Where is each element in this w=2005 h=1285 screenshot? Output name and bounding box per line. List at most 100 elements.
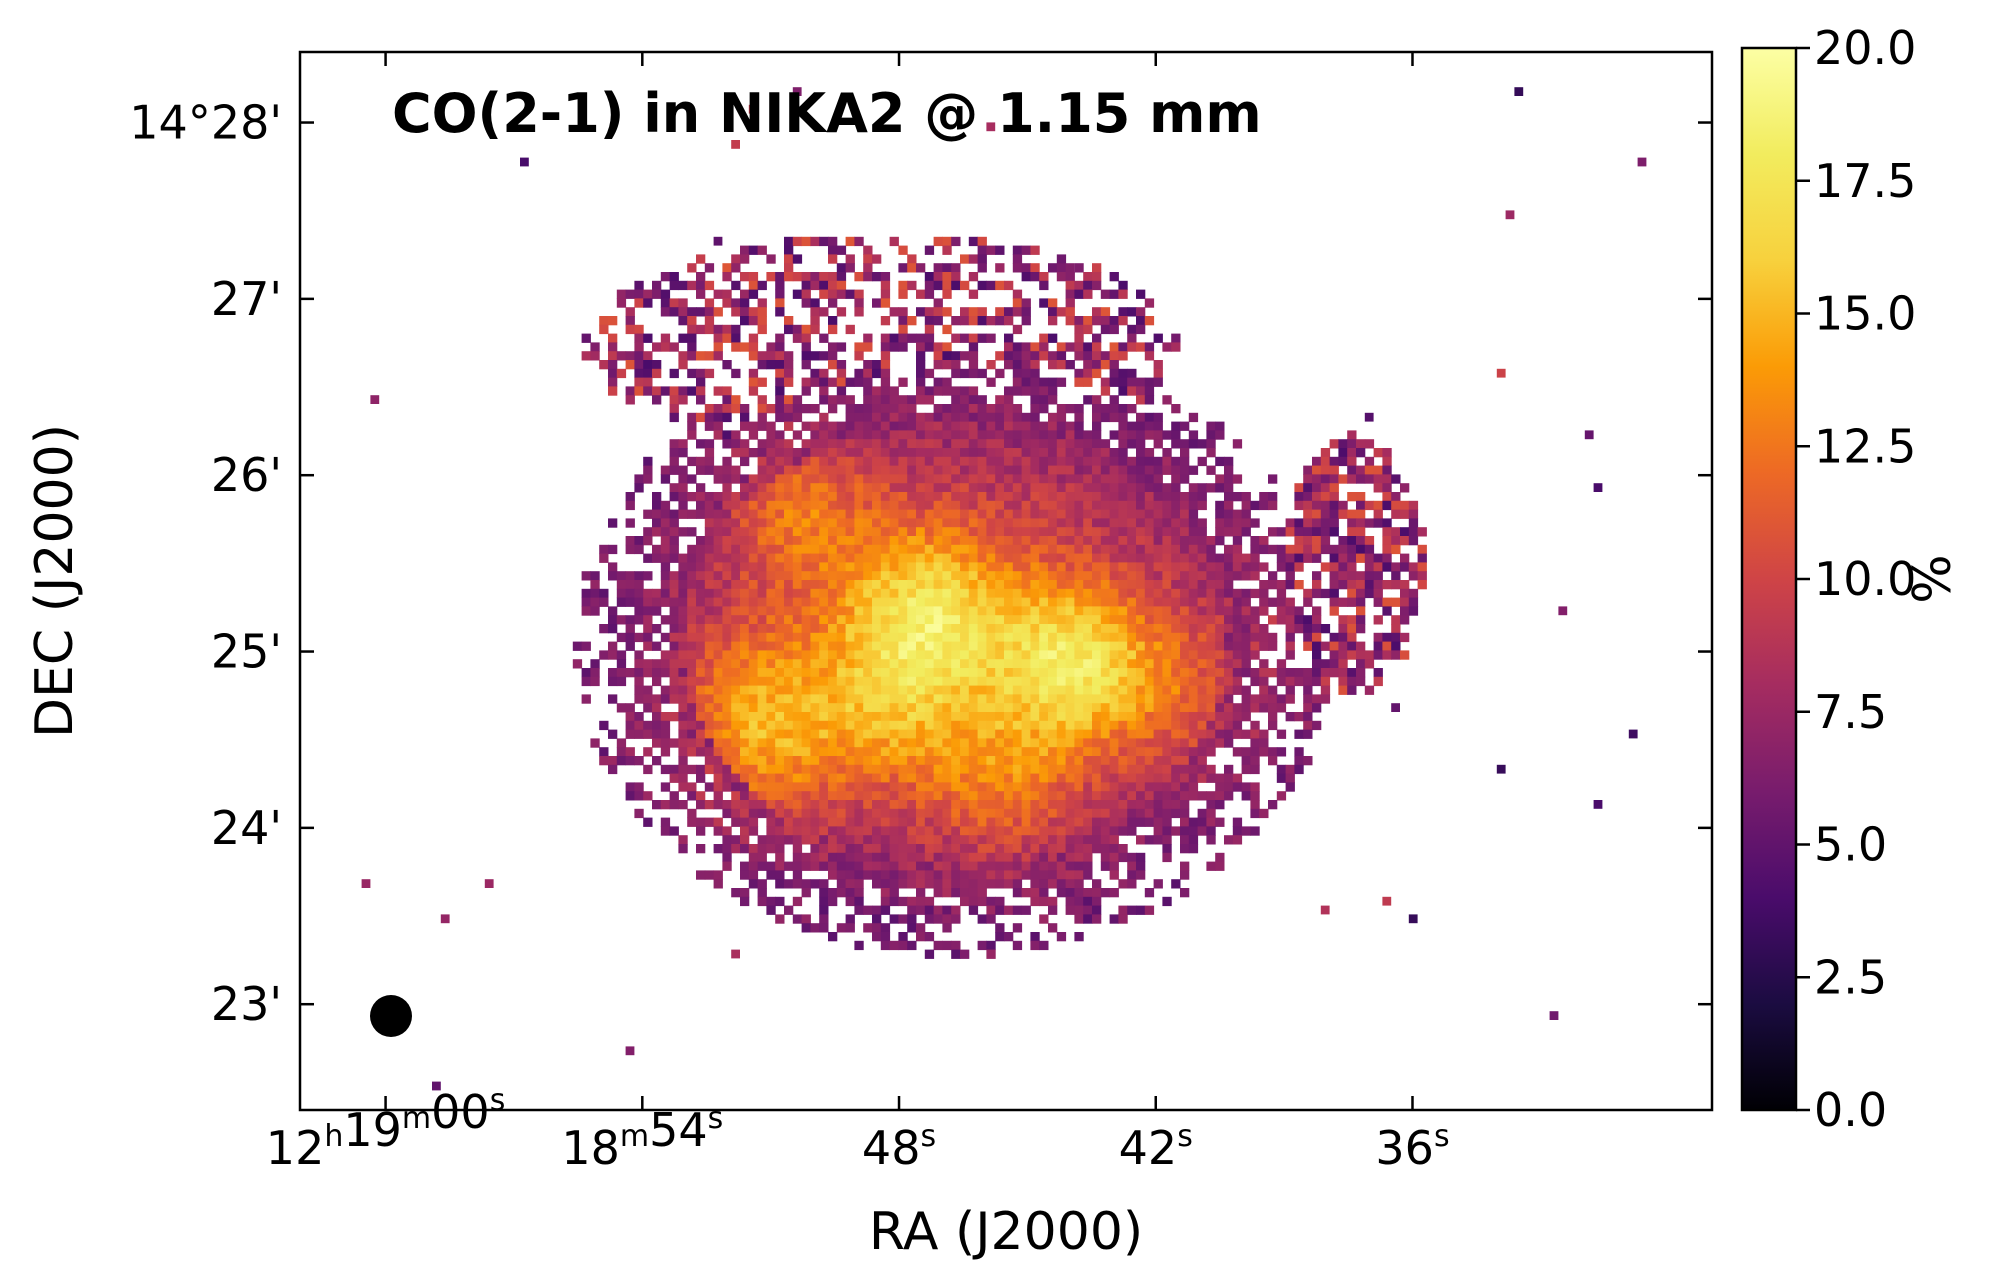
heatmap-pixel — [836, 791, 847, 801]
heatmap-pixel — [863, 791, 873, 801]
heatmap-pixel — [1092, 782, 1102, 792]
heatmap-pixel — [1083, 351, 1093, 361]
heatmap-pixel — [1347, 553, 1357, 563]
heatmap-pixel — [713, 676, 723, 687]
heatmap-pixel — [872, 632, 882, 643]
heatmap-pixel — [748, 562, 759, 572]
heatmap-pixel — [907, 800, 917, 810]
heatmap-pixel — [1100, 756, 1111, 766]
heatmap-pixel — [713, 720, 723, 731]
heatmap-pixel — [1048, 852, 1058, 863]
heatmap-pixel — [625, 791, 635, 801]
heatmap-pixel — [810, 808, 820, 819]
heatmap-pixel — [748, 580, 759, 590]
heatmap-pixel — [898, 280, 908, 291]
heatmap-pixel — [1012, 835, 1023, 845]
heatmap-pixel — [1162, 518, 1172, 528]
heatmap-pixel — [1048, 782, 1058, 792]
heatmap-pixel — [968, 791, 979, 801]
heatmap-pixel — [731, 562, 741, 572]
heatmap-pixel — [792, 641, 803, 651]
heatmap-pixel — [1171, 456, 1181, 467]
heatmap-pixel — [1206, 659, 1216, 669]
heatmap-pixel — [1171, 492, 1181, 502]
heatmap-pixel — [810, 844, 820, 854]
x-tick-label-0: 12h19m00s — [266, 1083, 506, 1175]
heatmap-pixel — [1180, 448, 1190, 458]
heatmap-pixel — [1021, 764, 1031, 775]
heatmap-pixel — [687, 615, 697, 625]
heatmap-pixel — [1285, 782, 1295, 792]
heatmap-pixel — [792, 456, 803, 467]
heatmap-pixel — [1030, 747, 1040, 757]
heatmap-pixel — [1100, 483, 1111, 493]
heatmap-pixel — [1382, 606, 1392, 616]
heatmap-pixel — [660, 474, 671, 484]
heatmap-pixel — [1083, 430, 1093, 440]
heatmap-pixel — [1153, 360, 1163, 370]
heatmap-pixel — [713, 544, 723, 555]
heatmap-pixel — [1083, 474, 1093, 484]
heatmap-pixel — [801, 456, 811, 467]
heatmap-pixel — [968, 553, 979, 563]
heatmap-pixel — [872, 905, 882, 915]
heatmap-pixel — [1144, 835, 1155, 845]
heatmap-pixel — [1232, 720, 1243, 731]
heatmap-pixel — [1338, 597, 1348, 607]
heatmap-pixel — [924, 729, 935, 739]
heatmap-pixel — [757, 712, 767, 722]
heatmap-pixel — [836, 289, 847, 299]
heatmap-pixel — [766, 791, 776, 801]
heatmap-pixel — [960, 518, 970, 528]
heatmap-pixel — [933, 342, 943, 352]
heatmap-pixel — [740, 597, 750, 607]
heatmap-pixel — [775, 685, 785, 695]
heatmap-pixel — [1127, 650, 1137, 660]
heatmap-pixel — [924, 483, 935, 493]
heatmap-pixel — [836, 782, 847, 792]
heatmap-pixel — [898, 597, 908, 607]
heatmap-pixel — [977, 694, 987, 704]
heatmap-pixel — [1048, 879, 1058, 889]
heatmap-pixel — [828, 712, 838, 722]
heatmap-pixel — [880, 571, 891, 581]
heatmap-pixel — [1136, 527, 1146, 537]
heatmap-pixel — [784, 747, 794, 757]
heatmap-pixel — [722, 544, 732, 555]
heatmap-pixel — [924, 492, 935, 502]
heatmap-pixel — [687, 782, 697, 792]
heatmap-pixel — [678, 694, 688, 704]
heatmap-pixel — [1356, 641, 1366, 651]
heatmap-pixel — [1188, 817, 1199, 827]
heatmap-pixel — [1329, 500, 1339, 511]
heatmap-pixel — [687, 263, 697, 273]
heatmap-pixel — [872, 509, 882, 519]
heatmap-pixel — [1092, 879, 1102, 889]
heatmap-pixel — [1039, 756, 1049, 766]
heatmap-pixel — [722, 597, 732, 607]
heatmap-pixel — [678, 571, 688, 581]
heatmap-pixel — [960, 544, 970, 555]
heatmap-pixel — [784, 448, 794, 458]
heatmap-pixel — [898, 720, 908, 731]
heatmap-pixel — [608, 694, 618, 704]
heatmap-pixel — [828, 606, 838, 616]
heatmap-pixel — [757, 580, 767, 590]
heatmap-pixel — [854, 712, 864, 722]
heatmap-pixel — [1232, 773, 1243, 783]
heatmap-pixel — [792, 729, 803, 739]
heatmap-pixel — [1092, 844, 1102, 854]
heatmap-pixel — [960, 659, 970, 669]
heatmap-pixel — [696, 588, 706, 599]
heatmap-pixel — [872, 852, 882, 863]
heatmap-pixel — [880, 650, 891, 660]
heatmap-pixel — [898, 729, 908, 739]
heatmap-pixel — [1092, 518, 1102, 528]
heatmap-pixel — [748, 527, 759, 537]
heatmap-pixel — [608, 764, 618, 775]
heatmap-pixel — [748, 333, 759, 343]
heatmap-pixel — [836, 756, 847, 766]
heatmap-pixel — [1232, 826, 1243, 836]
heatmap-pixel — [1021, 439, 1031, 449]
heatmap-pixel — [740, 659, 750, 669]
